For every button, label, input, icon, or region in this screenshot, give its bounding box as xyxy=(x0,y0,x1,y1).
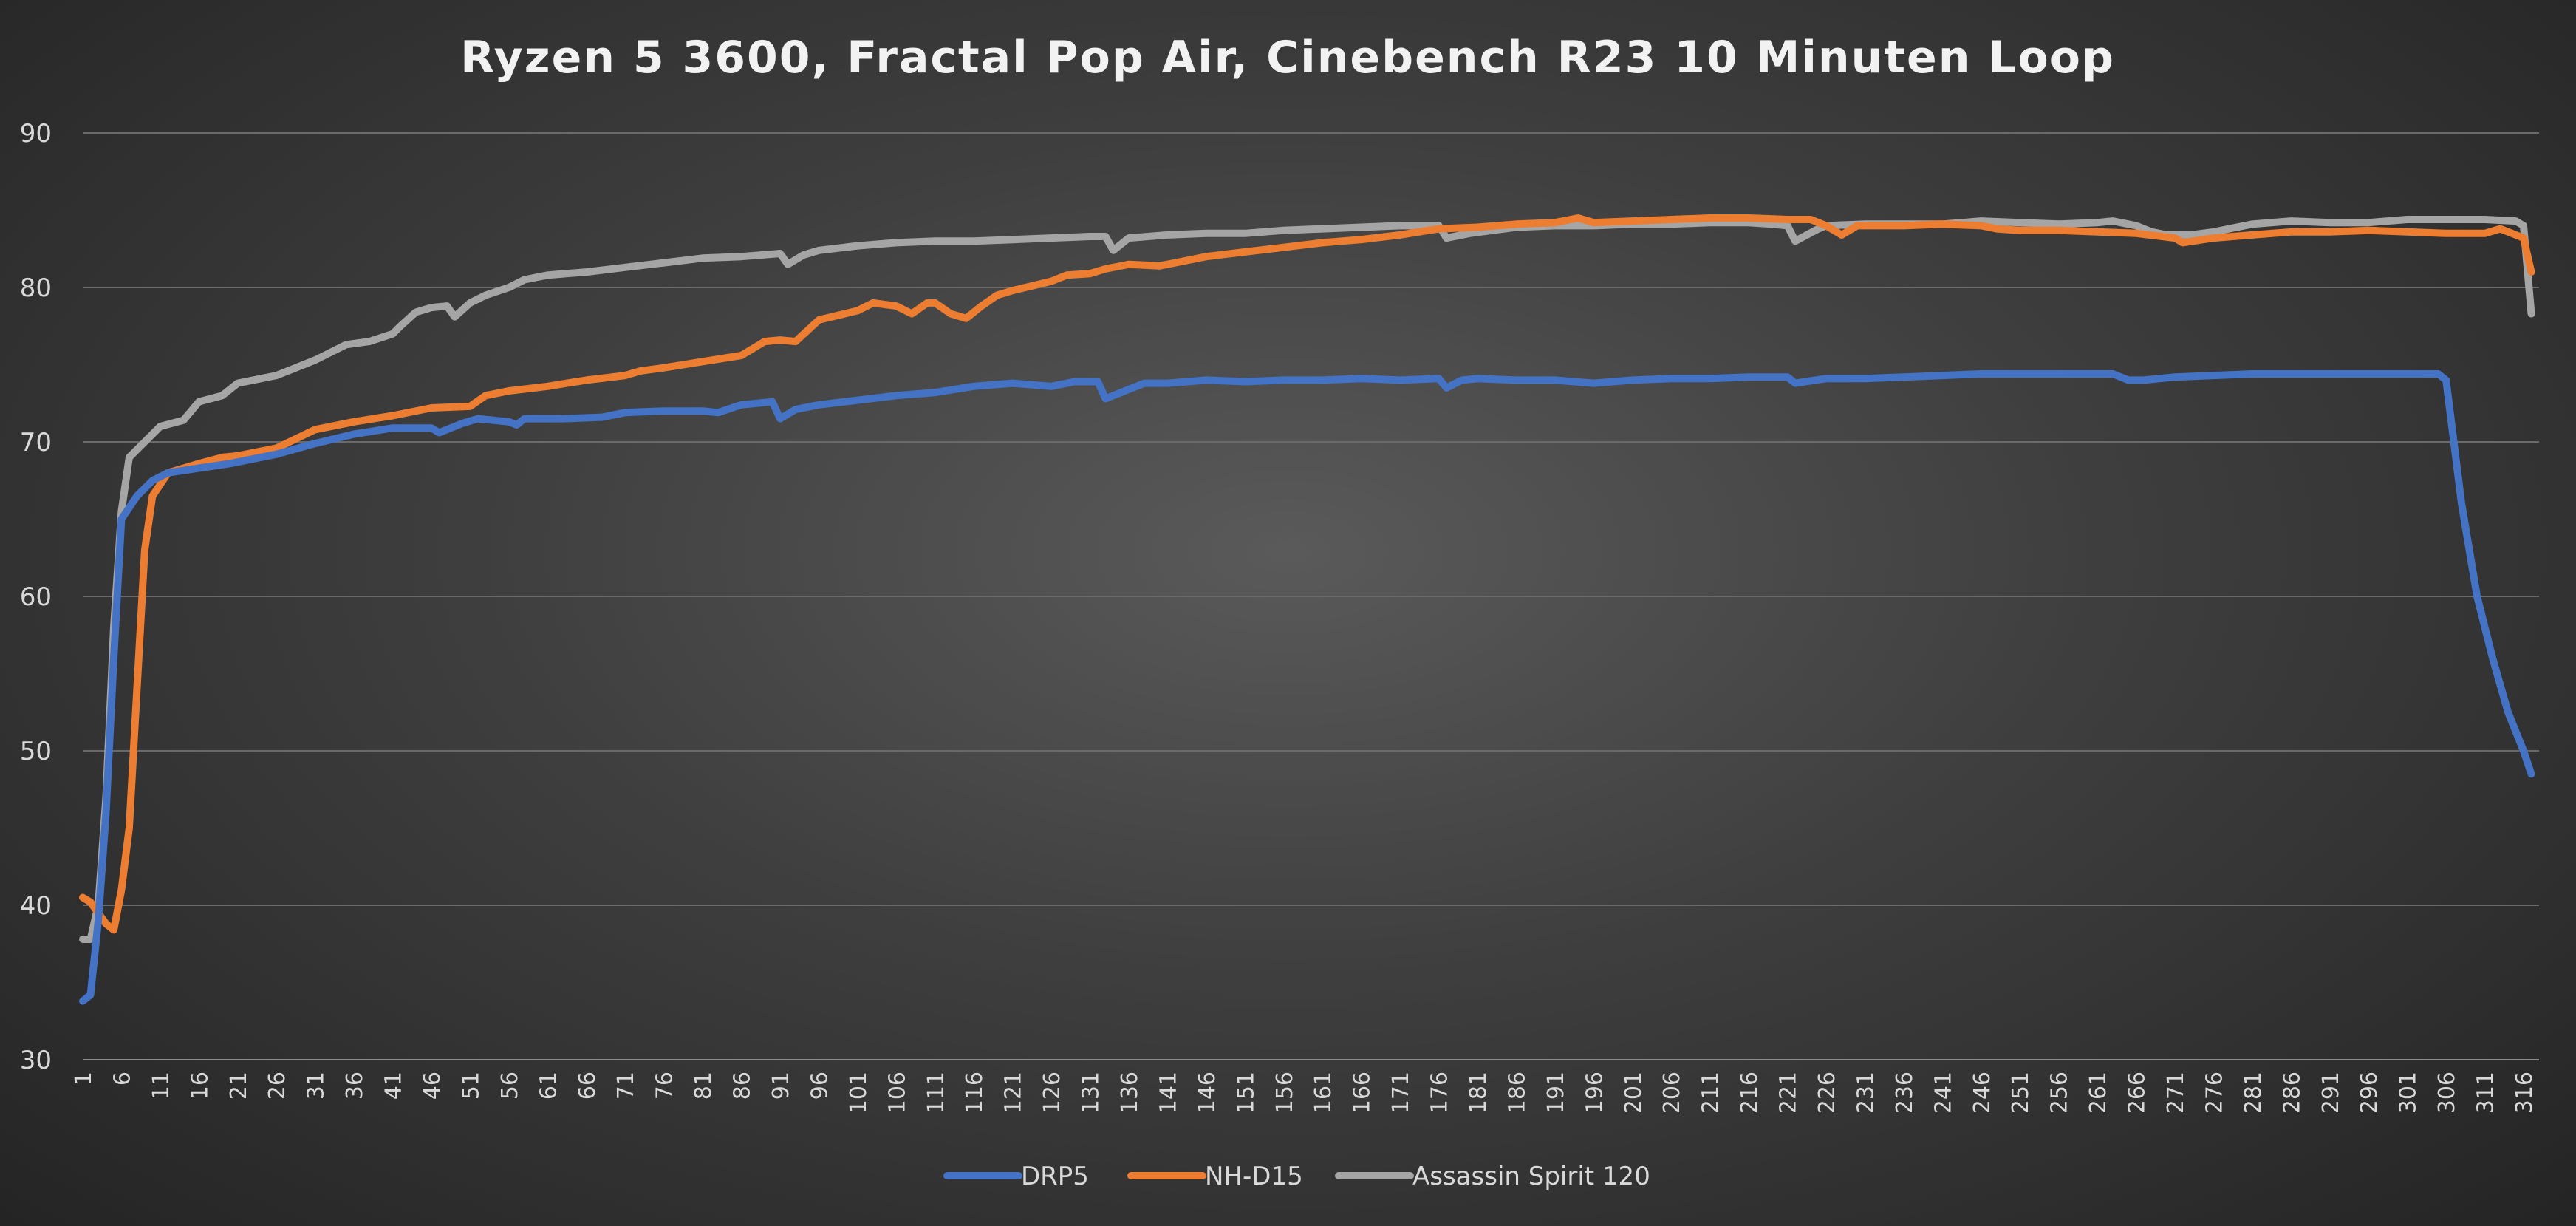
x-tick-label: 146 xyxy=(1195,1072,1220,1114)
chart-title: Ryzen 5 3600, Fractal Pop Air, Cinebench… xyxy=(460,32,2115,84)
x-tick-label: 51 xyxy=(458,1072,484,1100)
x-tick-label: 256 xyxy=(2047,1072,2073,1114)
x-tick-label: 246 xyxy=(1969,1072,1995,1114)
x-tick-label: 76 xyxy=(652,1072,678,1100)
x-tick-label: 221 xyxy=(1776,1072,1802,1114)
x-tick-label: 141 xyxy=(1155,1072,1181,1114)
x-tick-label: 11 xyxy=(148,1072,174,1100)
x-tick-label: 116 xyxy=(962,1072,988,1114)
x-tick-label: 306 xyxy=(2434,1072,2460,1114)
legend-label: NH-D15 xyxy=(1205,1162,1303,1191)
x-tick-label: 166 xyxy=(1350,1072,1376,1114)
x-tick-label: 81 xyxy=(691,1072,717,1100)
y-tick-label: 40 xyxy=(20,891,52,921)
x-tick-label: 276 xyxy=(2201,1072,2227,1114)
x-tick-label: 241 xyxy=(1930,1072,1956,1114)
y-tick-label: 50 xyxy=(20,737,52,766)
series-line-drp5 xyxy=(79,370,2535,1005)
x-tick-label: 201 xyxy=(1621,1072,1647,1114)
x-tick-label: 181 xyxy=(1466,1072,1492,1114)
x-tick-label: 196 xyxy=(1582,1072,1608,1114)
x-tick-label: 71 xyxy=(613,1072,639,1100)
x-tick-label: 211 xyxy=(1698,1072,1724,1114)
x-tick-label: 121 xyxy=(1001,1072,1027,1114)
x-tick-label: 101 xyxy=(846,1072,872,1114)
x-tick-label: 126 xyxy=(1039,1072,1065,1114)
legend-label: Assassin Spirit 120 xyxy=(1412,1162,1650,1191)
x-tick-label: 216 xyxy=(1737,1072,1763,1114)
x-tick-label: 136 xyxy=(1117,1072,1143,1114)
x-tick-label: 16 xyxy=(187,1072,213,1100)
x-axis: 1 6 11 16 21 26 31 36 41 46 51 56 61 66 71 76 81 86 91 96 10… xyxy=(71,1072,2538,1114)
x-tick-label: 251 xyxy=(2008,1072,2034,1114)
x-tick-label: 61 xyxy=(536,1072,561,1100)
x-tick-label: 46 xyxy=(420,1072,445,1100)
x-tick-label: 226 xyxy=(1814,1072,1840,1114)
x-tick-label: 151 xyxy=(1233,1072,1259,1114)
x-tick-label: 261 xyxy=(2085,1072,2111,1114)
x-tick-label: 21 xyxy=(226,1072,252,1100)
x-tick-label: 86 xyxy=(730,1072,756,1100)
x-tick-label: 206 xyxy=(1659,1072,1685,1114)
x-tick-label: 271 xyxy=(2163,1072,2189,1114)
x-tick-label: 156 xyxy=(1272,1072,1298,1114)
x-tick-label: 301 xyxy=(2396,1072,2422,1114)
legend: DRP5 NH-D15 Assassin Spirit 120 xyxy=(943,1162,1650,1191)
legend-label: DRP5 xyxy=(1021,1162,1089,1191)
x-tick-label: 171 xyxy=(1388,1072,1414,1114)
y-tick-label: 80 xyxy=(20,273,52,303)
x-tick-label: 1 xyxy=(71,1072,97,1086)
x-tick-label: 191 xyxy=(1543,1072,1569,1114)
x-tick-label: 316 xyxy=(2512,1072,2538,1114)
x-tick-label: 96 xyxy=(807,1072,833,1100)
y-tick-label: 60 xyxy=(20,582,52,612)
x-tick-label: 281 xyxy=(2241,1072,2266,1114)
x-tick-label: 186 xyxy=(1504,1072,1530,1114)
x-tick-label: 6 xyxy=(109,1072,135,1086)
series-line-nh-d15 xyxy=(79,214,2535,934)
x-tick-label: 111 xyxy=(923,1072,949,1114)
x-tick-label: 66 xyxy=(575,1072,601,1100)
x-tick-label: 31 xyxy=(304,1072,329,1100)
x-tick-label: 26 xyxy=(264,1072,290,1100)
x-tick-label: 91 xyxy=(768,1072,794,1100)
x-tick-label: 131 xyxy=(1079,1072,1104,1114)
y-axis-ticks: 30 40 50 60 70 80 90 xyxy=(20,119,52,1075)
x-tick-label: 176 xyxy=(1427,1072,1453,1114)
y-tick-label: 30 xyxy=(20,1046,52,1075)
x-tick-label: 266 xyxy=(2125,1072,2150,1114)
x-tick-label: 296 xyxy=(2357,1072,2382,1114)
series-group xyxy=(79,214,2535,1005)
x-tick-label: 161 xyxy=(1311,1072,1336,1114)
x-tick-label: 41 xyxy=(381,1072,407,1100)
x-tick-label: 311 xyxy=(2473,1072,2499,1114)
gridlines xyxy=(83,132,2539,1060)
x-tick-label: 106 xyxy=(884,1072,910,1114)
x-tick-label: 236 xyxy=(1892,1072,1918,1114)
y-tick-label: 90 xyxy=(20,119,52,149)
x-tick-label: 291 xyxy=(2318,1072,2344,1114)
series-line-assassin-spirit-120 xyxy=(79,216,2535,943)
x-tick-label: 56 xyxy=(497,1072,523,1100)
x-tick-label: 286 xyxy=(2279,1072,2305,1114)
y-tick-label: 70 xyxy=(20,428,52,457)
x-tick-label: 231 xyxy=(1853,1072,1879,1114)
x-tick-label: 36 xyxy=(342,1072,368,1100)
